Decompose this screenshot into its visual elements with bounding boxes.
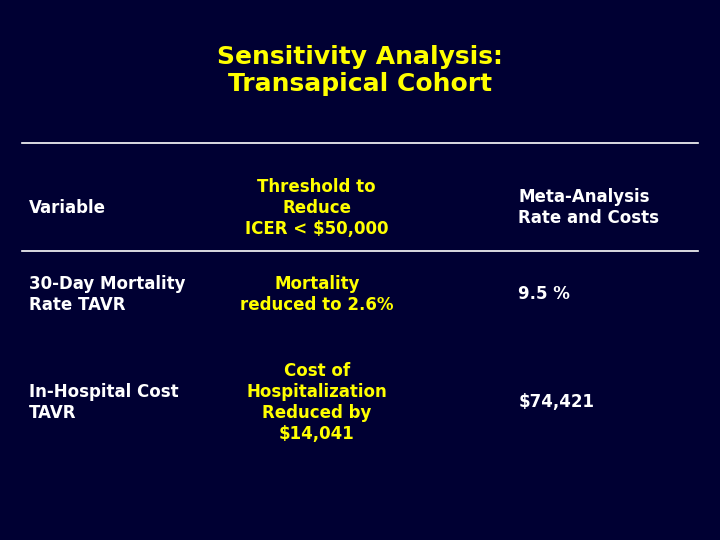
Text: Variable: Variable [29, 199, 106, 217]
Text: $74,421: $74,421 [518, 393, 595, 411]
Text: Threshold to
Reduce
ICER < $50,000: Threshold to Reduce ICER < $50,000 [245, 178, 389, 238]
Text: Transapical Cohort: Transapical Cohort [228, 72, 492, 96]
Text: Cost of
Hospitalization
Reduced by
$14,041: Cost of Hospitalization Reduced by $14,0… [246, 362, 387, 442]
Text: Meta-Analysis
Rate and Costs: Meta-Analysis Rate and Costs [518, 188, 660, 227]
Text: Mortality
reduced to 2.6%: Mortality reduced to 2.6% [240, 275, 394, 314]
Text: In-Hospital Cost
TAVR: In-Hospital Cost TAVR [29, 383, 179, 422]
Text: 30-Day Mortality
Rate TAVR: 30-Day Mortality Rate TAVR [29, 275, 185, 314]
Text: 9.5 %: 9.5 % [518, 285, 570, 303]
Text: Sensitivity Analysis:: Sensitivity Analysis: [217, 45, 503, 69]
